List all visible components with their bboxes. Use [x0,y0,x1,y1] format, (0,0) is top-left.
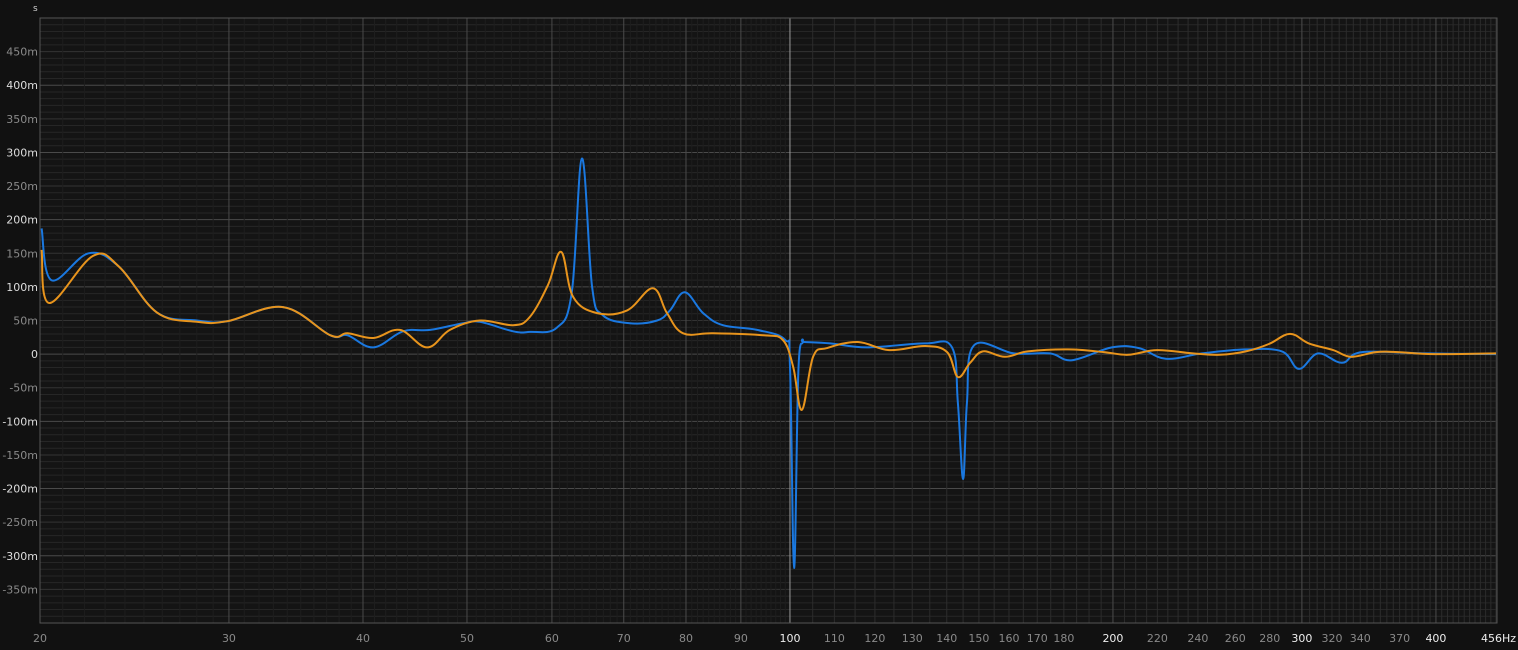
x-tick-label: 200 [1102,632,1123,645]
x-axis-ticks: 20 30 40 50 60 70 80 90 100 110 120 130 140 150 160 170… [33,632,1516,645]
y-tick-label: 300m [6,146,38,159]
y-tick-label: -50m [9,382,38,395]
y-tick-label: -250m [2,516,38,529]
y-tick-label: 450m [6,46,38,59]
x-tick-label: 110 [824,632,845,645]
y-tick-label: 400m [6,79,38,92]
x-tick-label: 120 [864,632,885,645]
x-tick-label: 100 [779,632,800,645]
x-tick-label: 280 [1259,632,1280,645]
x-tick-label: 20 [33,632,47,645]
x-tick-label: 240 [1187,632,1208,645]
y-tick-label: 350m [6,113,38,126]
x-tick-label: 220 [1147,632,1168,645]
x-tick-label: 50 [460,632,474,645]
y-tick-label: 50m [13,315,38,328]
y-unit-label: s [33,4,38,14]
x-tick-label: 340 [1350,632,1371,645]
y-tick-label: 150m [6,247,38,260]
x-tick-label: 70 [617,632,631,645]
x-tick-label: 130 [902,632,923,645]
x-tick-label: 80 [679,632,693,645]
x-tick-label: 370 [1389,632,1410,645]
x-tick-label: 40 [356,632,370,645]
x-tick-label: 456Hz [1481,632,1516,645]
y-tick-label: 250m [6,180,38,193]
y-tick-label: -100m [2,415,38,428]
y-tick-label: 100m [6,281,38,294]
x-tick-label: 180 [1053,632,1074,645]
x-tick-label: 300 [1291,632,1312,645]
y-tick-label: -350m [2,583,38,596]
y-tick-label: -150m [2,449,38,462]
plot-border [39,17,1498,624]
y-tick-label: -300m [2,550,38,563]
y-tick-label: 0 [31,348,38,361]
y-tick-label: 200m [6,214,38,227]
series-line-2 [40,249,1497,411]
x-tick-label: 400 [1425,632,1446,645]
x-tick-label: 320 [1321,632,1342,645]
x-tick-label: 160 [998,632,1019,645]
series-lines [40,157,1497,569]
x-tick-label: 140 [936,632,957,645]
y-axis-ticks: 450m 400m 350m 300m 250m 200m 150m 100m 50m 0 -50m… [2,46,38,597]
grid [39,17,1498,624]
x-tick-label: 150 [968,632,989,645]
x-tick-label: 30 [222,632,236,645]
y-tick-label: -200m [2,483,38,496]
series-line-1 [40,157,1497,569]
x-tick-label: 60 [545,632,559,645]
x-tick-label: 170 [1027,632,1048,645]
x-tick-label: 90 [734,632,748,645]
x-tick-label: 260 [1225,632,1246,645]
